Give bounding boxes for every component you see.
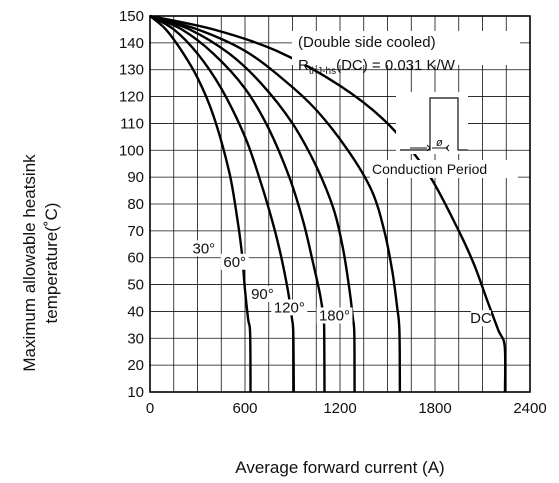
y-tick-label: 70 [127, 223, 144, 240]
y-tick-label: 100 [119, 142, 144, 159]
annotation-box: (Double side cooled) RthJ-hs(DC) = 0.031… [292, 31, 520, 178]
y-tick-label: 40 [127, 303, 144, 320]
series-layer [149, 14, 507, 393]
rth-rest: (DC) = 0.031 K/W [336, 57, 456, 74]
y-axis-label-line-1: Maximum allowable heatsink [20, 154, 39, 372]
x-tick-label: 1200 [323, 400, 356, 417]
y-tick-label: 20 [127, 357, 144, 374]
series-label-bg [316, 307, 353, 324]
series-label-bg [248, 286, 277, 302]
series-label-bg [470, 310, 491, 327]
y-tick-label: 130 [119, 62, 144, 79]
x-tick-label: 600 [232, 400, 257, 417]
series-line-120 [149, 14, 356, 393]
y-axis-label-line-2: temperature(˚C) [42, 202, 61, 324]
series-label: 30° [192, 240, 215, 257]
x-tick-label: 0 [146, 400, 154, 417]
series-label-bg [271, 299, 308, 316]
y-tick-label: 10 [127, 384, 144, 401]
y-tick-label: 150 [119, 8, 144, 25]
y-tick-label: 110 [120, 115, 144, 132]
x-tick-label: 2400 [513, 400, 546, 417]
y-tick-label: 80 [127, 196, 144, 213]
y-tick-label: 50 [127, 277, 144, 294]
series-line-30 [149, 15, 252, 393]
series-label: 120° [274, 299, 305, 316]
series-line-60 [149, 14, 295, 393]
series-label: 90° [251, 286, 274, 303]
phi-symbol: ø [436, 137, 443, 149]
x-axis-label: Average forward current (A) [235, 458, 445, 477]
y-tick-label: 90 [127, 169, 144, 186]
y-axis-label: Maximum allowable heatsink temperature(˚… [20, 50, 110, 371]
conduction-waveform-icon [400, 97, 468, 151]
y-tick-label: 30 [127, 330, 144, 347]
series-label: 60° [223, 254, 246, 271]
series-label-bg [189, 240, 218, 257]
conduction-period-label: Conduction Period [372, 161, 487, 177]
y-tick-label: 120 [119, 89, 144, 106]
series-label: 180° [319, 307, 350, 324]
series-label-bg [220, 253, 249, 270]
y-tick-label: 60 [127, 250, 144, 267]
series-line-180 [149, 14, 402, 393]
rth-subscript: thJ-hs [309, 66, 336, 77]
curve-labels: 30° 60° 90°120° 180° DC [189, 240, 492, 327]
tick-labels: 0 600 1200 1800 2400 10 20 30 40 50 60 70 80 90 100 110… [119, 8, 547, 417]
cooling-annotation: (Double side cooled) [298, 34, 436, 51]
series-line-dc [149, 14, 507, 393]
x-tick-label: 1800 [418, 400, 451, 417]
rth-annotation: RthJ-hs(DC) = 0.031 K/W [298, 57, 456, 77]
series-label: DC [470, 310, 492, 327]
rth-main: R [298, 57, 309, 74]
y-tick-label: 140 [119, 35, 144, 52]
plot-frame [149, 15, 531, 393]
